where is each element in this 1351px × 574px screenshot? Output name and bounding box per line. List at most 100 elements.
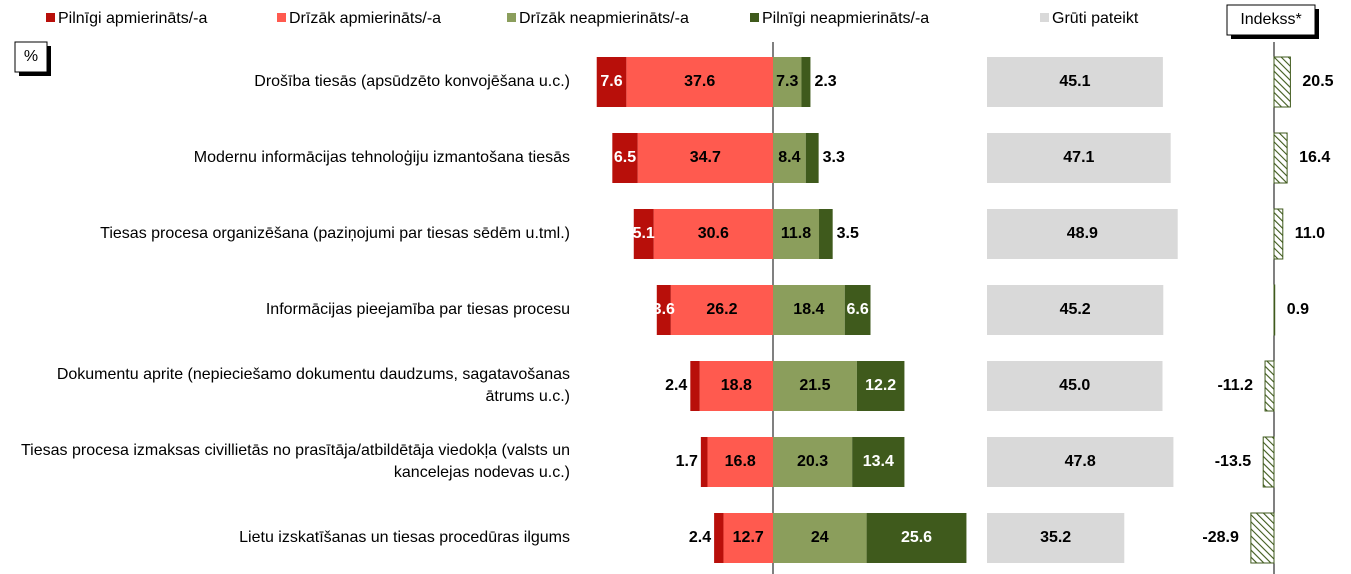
bar-segment (626, 57, 773, 107)
category-label: Lietu izskatīšanas un tiesas procedūras … (239, 529, 570, 546)
bar-segment (670, 285, 773, 335)
bar-segment (773, 437, 853, 487)
bar-segment (866, 513, 967, 563)
legend-swatch (1040, 13, 1049, 22)
category-label: Drošība tiesās (apsūdzēto konvojēšana u.… (254, 73, 570, 90)
value-label: 7.6 (600, 73, 622, 90)
bar-segment (773, 57, 802, 107)
index-label: 0.9 (1287, 301, 1309, 318)
bar-segment (844, 285, 871, 335)
value-label: 6.6 (847, 301, 869, 318)
value-label: 45.1 (1059, 73, 1090, 90)
legend-swatch (507, 13, 516, 22)
value-label: 47.1 (1063, 149, 1094, 166)
index-bar (1273, 284, 1276, 336)
value-label: 13.4 (863, 453, 894, 470)
index-bar (1273, 56, 1291, 108)
value-label: 47.8 (1065, 453, 1096, 470)
bar-segment (773, 285, 845, 335)
index-bar (1264, 360, 1275, 412)
bar-segment (801, 57, 811, 107)
bar-segment (819, 209, 833, 259)
index-label: -13.5 (1215, 453, 1252, 470)
bar-segment (723, 513, 773, 563)
value-label: 1.7 (676, 453, 698, 470)
bar-segment (773, 133, 806, 183)
value-label: 12.7 (733, 529, 764, 546)
value-label: 18.4 (793, 301, 824, 318)
value-label: 25.6 (901, 529, 932, 546)
value-label: 2.3 (814, 73, 836, 90)
bar-dontknow (987, 361, 1163, 411)
index-bar (1273, 132, 1288, 184)
legend-swatch (750, 13, 759, 22)
value-label: 45.0 (1059, 377, 1090, 394)
legend-label: Pilnīgi neapmierināts/-a (762, 10, 929, 27)
index-label: 20.5 (1302, 73, 1333, 90)
value-label: 2.4 (689, 529, 711, 546)
value-label: 3.6 (653, 301, 675, 318)
value-label: 16.8 (725, 453, 756, 470)
value-label: 30.6 (698, 225, 729, 242)
legend-label: Drīzāk apmierināts/-a (289, 10, 441, 27)
bar-segment (773, 513, 867, 563)
legend-swatch (46, 13, 55, 22)
bar-segment (690, 361, 700, 411)
category-label: Informācijas pieejamība par tiesas proce… (266, 301, 570, 318)
bar-dontknow (987, 285, 1164, 335)
value-label: 21.5 (799, 377, 830, 394)
unit-label: % (24, 48, 38, 65)
bar-dontknow (987, 209, 1178, 259)
value-label: 7.3 (776, 73, 798, 90)
index-bar (1262, 436, 1275, 488)
value-label: 18.8 (721, 377, 752, 394)
category-label: Tiesas procesa organizēšana (paziņojumi … (100, 225, 570, 242)
bar-segment (596, 57, 627, 107)
bar-segment (852, 437, 905, 487)
index-title: Indekss* (1240, 11, 1301, 28)
bar-segment (773, 209, 820, 259)
index-label: 11.0 (1295, 225, 1325, 242)
value-label: 34.7 (690, 149, 721, 166)
bar-segment (656, 285, 671, 335)
index-bar (1273, 208, 1284, 260)
index-label: -11.2 (1217, 377, 1253, 394)
value-label: 37.6 (684, 73, 715, 90)
bar-segment (637, 133, 773, 183)
category-label: Tiesas procesa izmaksas civillietās no p… (21, 442, 570, 481)
index-box: Indekss* (1226, 4, 1319, 39)
bar-segment (714, 513, 724, 563)
legend-label: Pilnīgi apmierināts/-a (58, 10, 208, 27)
unit-box: % (14, 41, 51, 76)
value-label: 3.3 (823, 149, 845, 166)
bar-dontknow (987, 133, 1171, 183)
bar-dontknow (987, 57, 1163, 107)
legend-label: Drīzāk neapmierināts/-a (519, 10, 689, 27)
bar-dontknow (987, 513, 1125, 563)
bar-segment (856, 361, 905, 411)
category-label: Dokumentu aprite (nepieciešamo dokumentu… (57, 366, 570, 405)
value-label: 48.9 (1067, 225, 1098, 242)
value-label: 6.5 (614, 149, 636, 166)
legend-swatch (277, 13, 286, 22)
value-label: 5.1 (633, 225, 655, 242)
bar-segment (805, 133, 819, 183)
index-label: -28.9 (1202, 529, 1239, 546)
index-label: 16.4 (1299, 149, 1330, 166)
category-label: Modernu informācijas tehnoloģiju izmanto… (194, 148, 570, 166)
value-label: 20.3 (797, 453, 828, 470)
bar-segment (633, 209, 654, 259)
bar-segment (612, 133, 638, 183)
value-label: 2.4 (665, 377, 687, 394)
value-label: 8.4 (778, 149, 800, 166)
value-label: 11.8 (781, 225, 811, 242)
value-label: 12.2 (865, 377, 896, 394)
bar-segment (653, 209, 773, 259)
bar-segment (699, 361, 773, 411)
value-label: 35.2 (1040, 529, 1071, 546)
value-label: 26.2 (706, 301, 737, 318)
legend-label: Grūti pateikt (1052, 10, 1139, 27)
bar-segment (700, 437, 708, 487)
bar-segment (773, 361, 857, 411)
